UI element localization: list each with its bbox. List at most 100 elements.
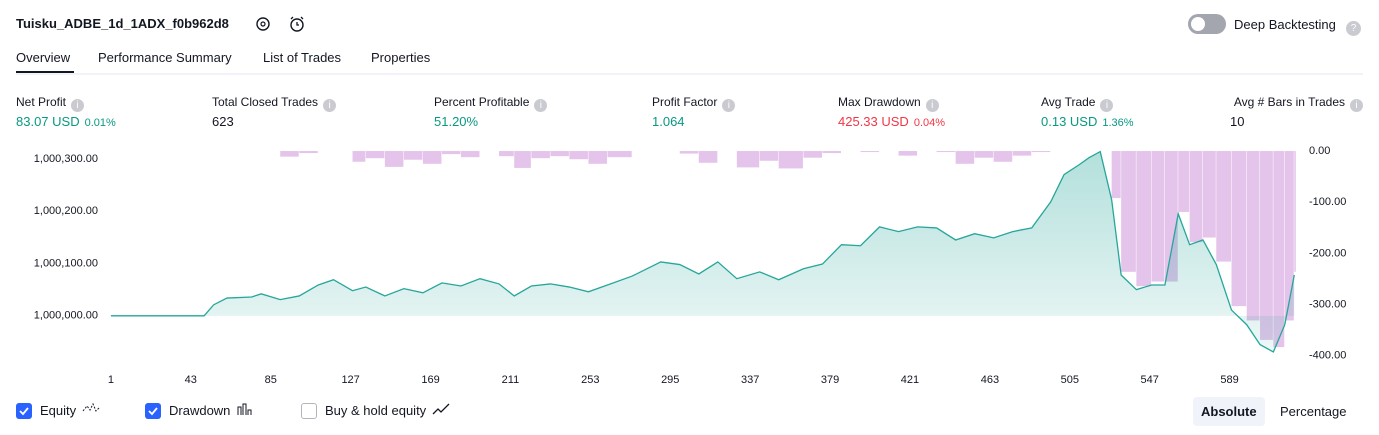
drawdown-bar <box>550 151 569 157</box>
y2-tick-label: -200.00 <box>1309 247 1346 259</box>
metric-value: 10 <box>1230 114 1244 129</box>
deep-backtesting-toggle[interactable] <box>1188 14 1226 34</box>
drawdown-bar <box>384 151 404 167</box>
tab[interactable]: Properties <box>371 50 431 65</box>
metric-label: Avg # Bars in Trades i <box>1234 95 1363 112</box>
metric-label: Net Profit i <box>16 95 85 112</box>
drawdown-bar <box>1294 151 1296 272</box>
drawdown-bar <box>1151 151 1165 282</box>
drawdown-bar <box>1273 151 1285 348</box>
drawdown-bar <box>1284 151 1294 321</box>
tab[interactable]: Performance Summary <box>98 50 232 65</box>
legend-icon <box>76 402 102 418</box>
metric-value-text: 1.064 <box>652 114 685 129</box>
info-icon[interactable]: i <box>534 99 548 112</box>
metric-value: 51.20% <box>434 114 478 129</box>
drawdown-bar <box>679 151 699 154</box>
drawdown-bar <box>1178 151 1190 212</box>
x-tick-label: 211 <box>502 374 520 386</box>
x-tick-label: 589 <box>1220 374 1238 386</box>
tab[interactable]: List of Trades <box>263 50 342 65</box>
x-tick-label: 295 <box>661 374 679 386</box>
drawdown-bar <box>1260 151 1273 340</box>
info-icon[interactable]: i <box>722 99 736 112</box>
y-tick-label: 1,000,200.00 <box>34 205 98 217</box>
x-tick-label: 1 <box>108 374 114 386</box>
legend-item[interactable]: Drawdown <box>145 402 256 419</box>
x-tick-label: 547 <box>1141 374 1159 386</box>
tab-divider <box>16 73 1363 75</box>
checkbox[interactable] <box>301 403 317 419</box>
metric-value: 1.064 <box>652 114 685 129</box>
legend-label: Buy & hold equity <box>325 403 427 418</box>
info-icon[interactable]: i <box>1350 99 1363 112</box>
drawdown-bar <box>698 151 718 163</box>
checkbox[interactable] <box>145 403 161 419</box>
checkbox[interactable] <box>16 403 32 419</box>
legend-item[interactable]: Buy & hold equity <box>301 402 452 419</box>
info-icon[interactable]: i <box>925 99 939 112</box>
metric-value: 83.07 USD 0.01% <box>16 114 116 129</box>
drawdown-bar <box>403 151 423 160</box>
x-tick-label: 127 <box>341 374 359 386</box>
drawdown-bar <box>365 151 385 159</box>
equity-area <box>110 151 1295 352</box>
drawdown-bar <box>1012 151 1032 156</box>
drawdown-bar <box>352 151 366 162</box>
y-tick-label: 1,000,300.00 <box>34 153 98 165</box>
drawdown-bar <box>736 151 760 168</box>
drawdown-bar <box>1136 151 1152 287</box>
legend-label: Equity <box>40 403 77 418</box>
drawdown-bar <box>569 151 588 160</box>
metric-label: Avg Trade i <box>1041 95 1114 112</box>
drawdown-bar <box>441 151 461 155</box>
info-icon[interactable]: i <box>323 99 337 112</box>
metric-value: 425.33 USD 0.04% <box>838 114 945 129</box>
y2-tick-label: 0.00 <box>1309 145 1330 157</box>
drawdown-bar <box>860 151 880 153</box>
equity-line <box>110 150 1295 353</box>
x-tick-label: 43 <box>185 374 197 386</box>
metric-value-text: 0.13 USD <box>1041 114 1098 129</box>
x-tick-label: 337 <box>741 374 759 386</box>
drawdown-bar <box>778 151 803 169</box>
x-tick-label: 505 <box>1061 374 1079 386</box>
drawdown-bar <box>1189 151 1203 243</box>
legend-item[interactable]: Equity <box>16 402 102 419</box>
mode-button[interactable]: Absolute <box>1193 397 1265 426</box>
drawdown-bar <box>422 151 442 164</box>
drawdown-bar <box>822 151 841 154</box>
drawdown-bar <box>759 151 779 161</box>
x-tick-label: 253 <box>581 374 599 386</box>
info-icon[interactable]: i <box>1100 99 1114 112</box>
metric-value-text: 623 <box>212 114 234 129</box>
metric-value-text: 425.33 USD <box>838 114 909 129</box>
x-tick-label: 463 <box>981 374 999 386</box>
metric-value-text: 10 <box>1230 114 1245 129</box>
metric-label: Percent Profitable i <box>434 95 548 112</box>
x-tick-label: 169 <box>421 374 439 386</box>
x-tick-label: 421 <box>901 374 919 386</box>
metric-value-text: 83.07 USD <box>16 114 80 129</box>
help-icon[interactable]: ? <box>1346 16 1361 36</box>
header-icons <box>256 16 304 32</box>
drawdown-bar <box>280 151 299 157</box>
metric-label: Max Drawdown i <box>838 95 939 112</box>
drawdown-bar <box>1121 151 1136 272</box>
metric-value: 0.13 USD 1.36% <box>1041 114 1134 129</box>
drawdown-bar <box>460 151 480 158</box>
info-icon[interactable]: i <box>71 99 85 112</box>
metric-percent: 0.01% <box>84 117 116 129</box>
metric-label: Profit Factor i <box>652 95 736 112</box>
mode-button[interactable]: Percentage <box>1280 404 1347 419</box>
drawdown-bar <box>514 151 531 168</box>
legend-icon <box>230 403 256 418</box>
metric-value: 623 <box>212 114 234 129</box>
metric-label: Total Closed Trades i <box>212 95 337 112</box>
drawdown-bar <box>1202 151 1216 238</box>
y-tick-label: 1,000,100.00 <box>34 257 98 269</box>
drawdown-bar <box>1031 151 1051 153</box>
tab[interactable]: Overview <box>16 50 71 65</box>
